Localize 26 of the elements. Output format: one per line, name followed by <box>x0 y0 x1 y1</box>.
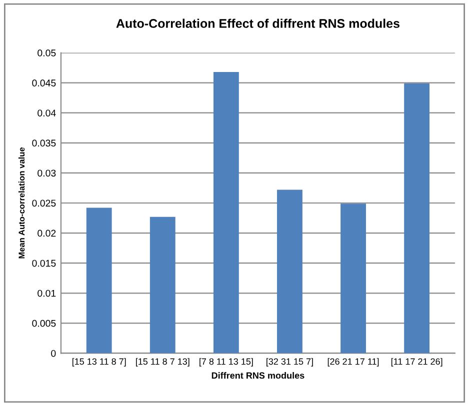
x-tick-label: [11 17 21 26] <box>391 358 442 366</box>
chart-title: Auto-Correlation Effect of diffrent RNS modules <box>116 18 400 28</box>
y-tick-label: 0.01 <box>38 290 56 297</box>
x-tick-label: [15 11 8 7 13] <box>136 358 190 366</box>
x-tick-label: [7 8 11 13 15] <box>200 358 253 366</box>
y-tick-label: 0 <box>51 350 56 357</box>
y-tick-label: 0.005 <box>32 320 56 327</box>
y-tick-label: 0.03 <box>38 170 56 177</box>
y-tick-label: 0.05 <box>38 50 56 56</box>
bar <box>86 208 112 354</box>
bar <box>340 204 366 354</box>
bar <box>213 72 239 354</box>
y-tick-label: 0.02 <box>38 230 56 237</box>
y-tick-label: 0.025 <box>32 200 56 207</box>
x-tick-label: [32 31 15 7] <box>266 358 313 366</box>
bar <box>150 216 176 354</box>
x-axis-title: Diffrent RNS modules <box>212 372 304 379</box>
bar <box>277 190 302 354</box>
y-tick-label: 0.035 <box>32 140 56 147</box>
y-tick-label: 0.04 <box>38 110 56 116</box>
x-tick-label: [26 21 17 11] <box>328 358 379 366</box>
y-axis-title: Mean Auto-correlation value <box>18 147 25 258</box>
y-tick-label: 0.015 <box>32 260 56 267</box>
x-tick-label: [15 13 11 8 7] <box>72 358 126 366</box>
y-tick-label: 0.045 <box>32 80 56 86</box>
bar <box>404 83 430 354</box>
